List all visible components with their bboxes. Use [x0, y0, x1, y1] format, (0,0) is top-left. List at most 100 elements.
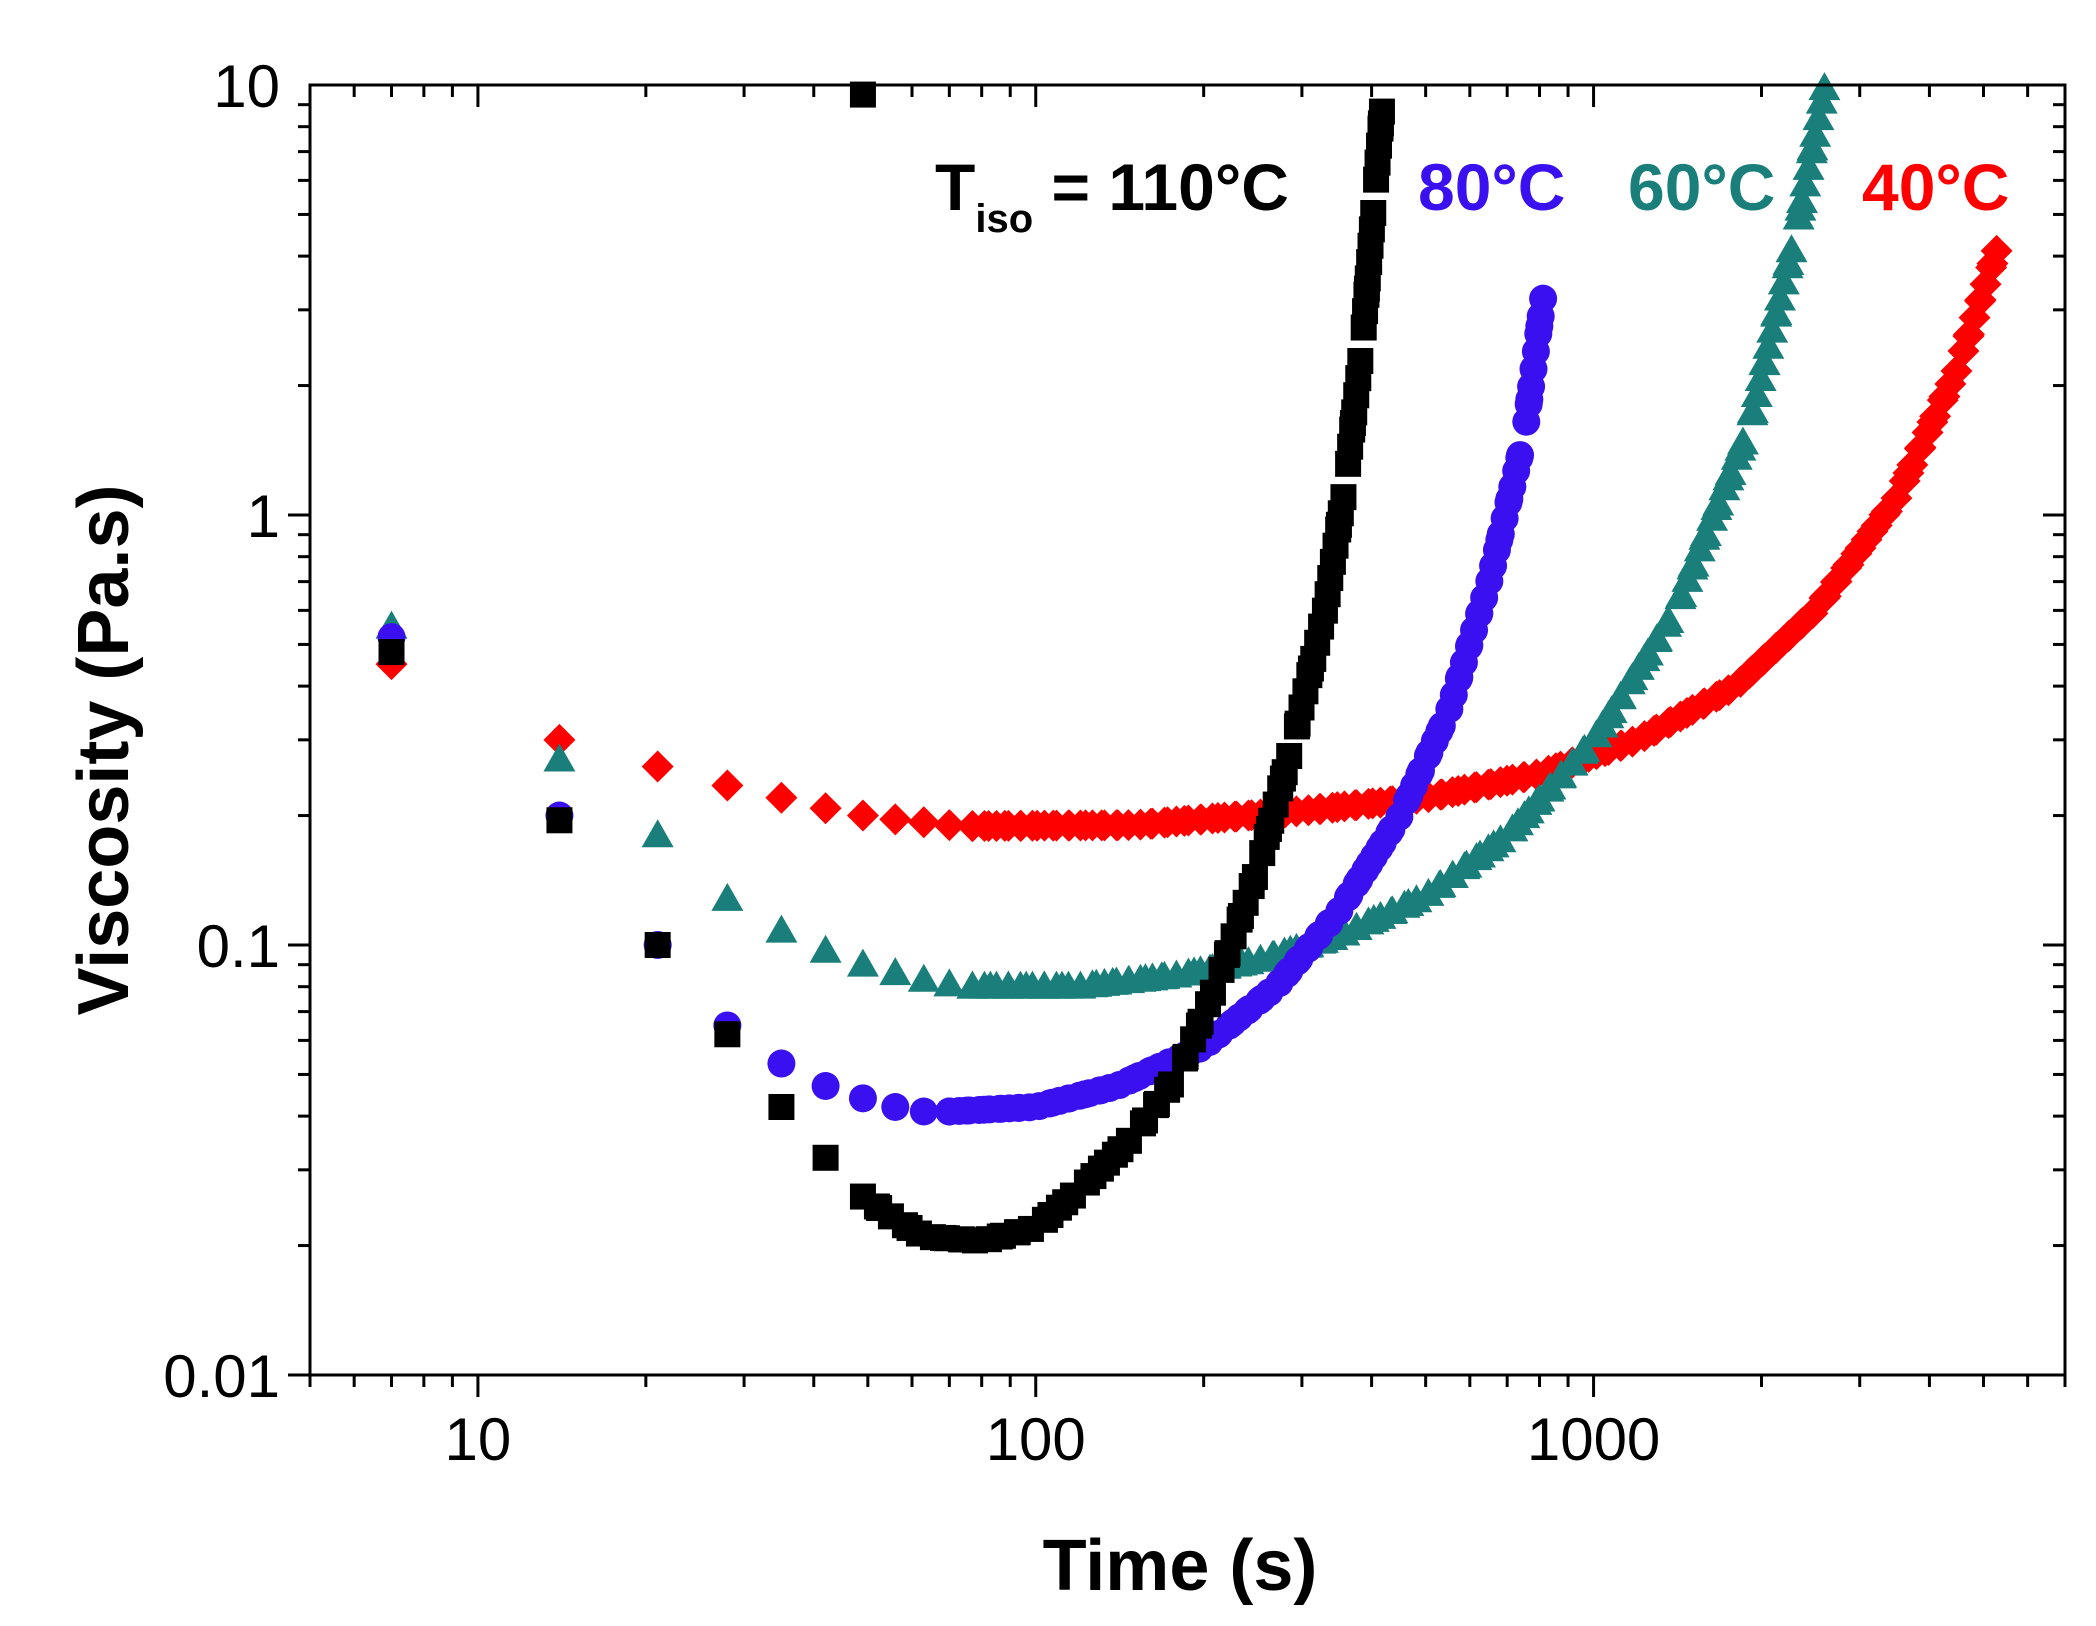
triangle-marker [907, 963, 940, 992]
x-tick-label: 100 [986, 1406, 1086, 1473]
diamond-marker [1053, 809, 1086, 842]
triangle-marker [1683, 533, 1716, 562]
series-diamond [375, 234, 2013, 843]
triangle-marker [879, 957, 912, 986]
diamond-marker [988, 809, 1021, 842]
y-tick-label: 0.1 [197, 913, 280, 980]
square-marker [812, 1144, 839, 1171]
circle-marker [767, 1049, 796, 1078]
square-marker [714, 1021, 741, 1048]
triangle-marker [1392, 887, 1425, 916]
diamond-marker [641, 750, 674, 783]
circle-marker [909, 1097, 938, 1126]
triangle-marker [1771, 250, 1804, 279]
triangle-marker [846, 948, 879, 977]
series-labels: Tiso = 110°C 80°C 60°C 40°C [935, 150, 2009, 241]
triangle-marker [641, 819, 674, 848]
triangle-marker [711, 882, 744, 911]
square-marker [378, 639, 405, 666]
circle-marker [1247, 984, 1276, 1013]
triangle-marker [1696, 502, 1729, 531]
triangle-marker [1756, 314, 1789, 343]
triangle-marker [1789, 168, 1822, 197]
y-tick-label: 10 [213, 53, 280, 120]
triangle-marker [1752, 330, 1785, 359]
circle-marker [881, 1093, 910, 1122]
triangle-marker [1046, 970, 1079, 999]
triangle-marker [1720, 441, 1753, 470]
circle-marker [1529, 284, 1558, 313]
y-tick-label: 1 [247, 483, 280, 550]
circle-marker [1470, 583, 1499, 612]
triangle-marker [933, 968, 966, 997]
circle-marker [1004, 1093, 1033, 1122]
triangle-marker [809, 934, 842, 963]
circle-marker [811, 1071, 840, 1100]
square-marker [1004, 1219, 1031, 1246]
series-circle [377, 284, 1558, 1126]
diamond-marker [1004, 809, 1037, 842]
triangle-marker [1566, 735, 1599, 764]
square-marker [1360, 200, 1387, 227]
square-marker [1107, 1136, 1134, 1163]
diamond-marker [1037, 809, 1070, 842]
square-marker [1308, 613, 1335, 640]
triangle-marker [1689, 518, 1722, 547]
square-marker [1330, 484, 1357, 511]
circle-marker [1377, 815, 1406, 844]
triangle-marker [1744, 362, 1777, 391]
triangle-marker [1805, 85, 1838, 114]
diamond-marker [1934, 367, 1967, 400]
tiso-annotation: Tiso = 110°C [935, 150, 1289, 241]
triangle-marker [1785, 184, 1818, 213]
diamond-marker [543, 723, 576, 756]
diamond-marker [879, 803, 912, 836]
plot-frame [308, 83, 2067, 1377]
triangle-marker [765, 914, 798, 943]
series-label-80c: 80°C [1418, 150, 1565, 224]
diamond-marker [1786, 607, 1819, 640]
circle-marker [1314, 909, 1343, 938]
triangle-marker [1802, 102, 1835, 131]
square-marker [1368, 98, 1395, 125]
square-marker [1347, 348, 1374, 375]
triangle-marker [1736, 395, 1769, 424]
triangle-marker [1795, 135, 1828, 164]
triangle-marker [543, 743, 576, 772]
triangle-marker [1604, 680, 1637, 709]
diamond-marker [1870, 495, 1903, 528]
data-markers [375, 72, 2013, 1254]
triangle-marker [1357, 903, 1390, 932]
diamond-marker [1069, 809, 1102, 842]
triangle-marker [1665, 579, 1698, 608]
square-marker [896, 1214, 923, 1241]
square-marker [1195, 991, 1222, 1018]
diamond-marker [1101, 809, 1134, 842]
y-tick-label: 0.01 [163, 1343, 280, 1410]
diamond-marker [846, 799, 879, 832]
x-axis-title: Time (s) [1043, 1526, 1318, 1606]
triangle-marker [1375, 895, 1408, 924]
diamond-marker [1021, 809, 1054, 842]
diamond-marker [711, 769, 744, 802]
triangle-marker [1613, 666, 1646, 695]
triangle-marker [1748, 346, 1781, 375]
triangle-marker [1671, 563, 1704, 592]
series-label-60c: 60°C [1628, 150, 1775, 224]
x-tick-label: 10 [445, 1406, 512, 1473]
circle-marker [1086, 1076, 1115, 1105]
diamond-marker [1860, 509, 1893, 542]
square-marker [768, 1094, 795, 1121]
triangle-marker [1595, 695, 1628, 724]
circle-marker [848, 1084, 877, 1113]
triangle-marker [1702, 487, 1735, 516]
triangle-marker [1767, 266, 1800, 295]
diamond-marker [1605, 729, 1638, 762]
triangle-marker [1792, 151, 1825, 180]
diamond-marker [933, 809, 966, 842]
diamond-marker [1980, 234, 2013, 267]
triangle-marker [1799, 118, 1832, 147]
y-axis-title: Viscosity (Pa.s) [64, 485, 144, 1016]
triangle-marker [1726, 426, 1759, 455]
